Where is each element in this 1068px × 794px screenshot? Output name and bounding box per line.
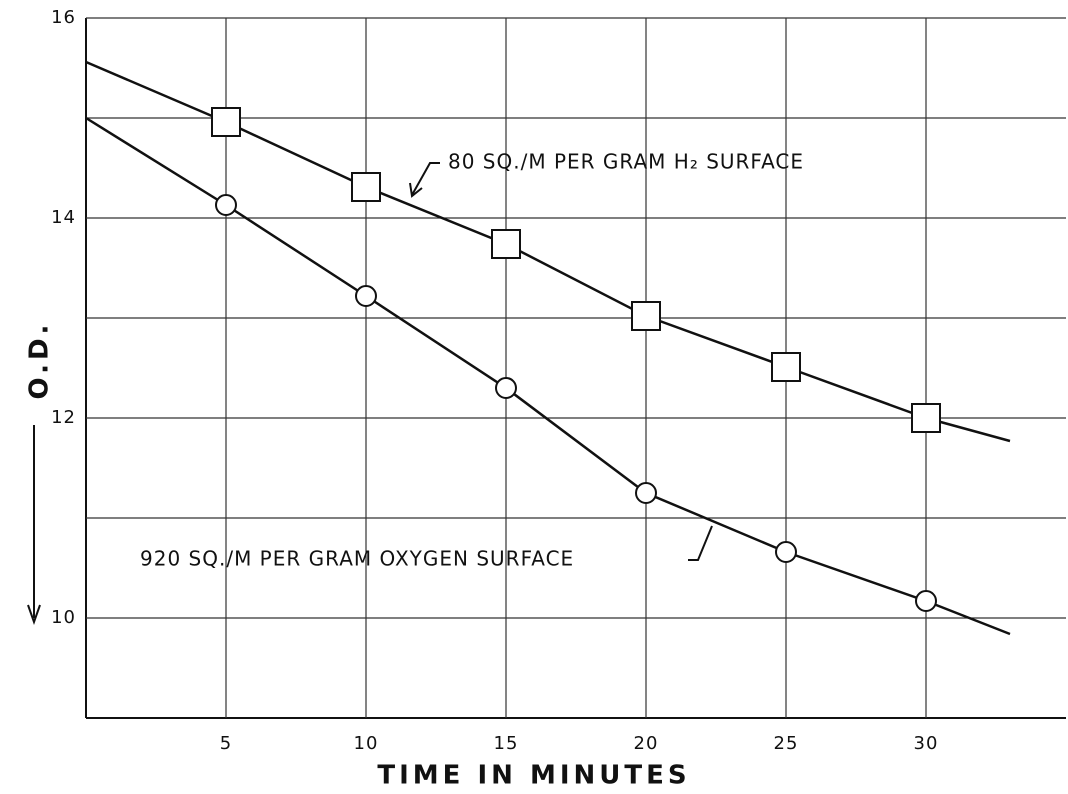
y-tick-label: 10 bbox=[51, 607, 76, 628]
x-tick-label: 25 bbox=[774, 733, 799, 754]
marker bbox=[351, 172, 381, 202]
marker bbox=[215, 194, 237, 216]
marker bbox=[355, 285, 377, 307]
marker bbox=[491, 229, 521, 259]
line-extension bbox=[85, 60, 227, 124]
marker bbox=[495, 377, 517, 399]
marker bbox=[915, 590, 937, 612]
marker bbox=[771, 352, 801, 382]
line-extension bbox=[85, 116, 227, 207]
leader bbox=[411, 162, 440, 196]
series-label: 920 SQ./M PER GRAM OXYGEN SURFACE bbox=[140, 547, 574, 571]
marker bbox=[635, 482, 657, 504]
x-tick-label: 30 bbox=[914, 733, 939, 754]
marker bbox=[211, 107, 241, 137]
y-arrow-head bbox=[27, 604, 41, 626]
y-tick-label: 16 bbox=[51, 7, 76, 28]
series-line bbox=[225, 203, 927, 603]
marker bbox=[631, 301, 661, 331]
y-tick-label: 14 bbox=[51, 207, 76, 228]
series-label: 80 SQ./M PER GRAM H₂ SURFACE bbox=[448, 150, 804, 174]
y-axis-title: O.D. bbox=[25, 321, 55, 400]
leader-head bbox=[409, 182, 423, 198]
x-axis-title: TIME IN MINUTES bbox=[377, 761, 690, 791]
x-tick-label: 20 bbox=[634, 733, 659, 754]
y-tick-label: 12 bbox=[51, 407, 76, 428]
marker bbox=[911, 403, 941, 433]
x-tick-label: 15 bbox=[494, 733, 519, 754]
marker bbox=[775, 541, 797, 563]
leader bbox=[688, 525, 713, 561]
x-tick-label: 10 bbox=[354, 733, 379, 754]
x-tick-label: 5 bbox=[220, 733, 232, 754]
series-line bbox=[225, 120, 927, 420]
line-extension bbox=[925, 599, 1011, 636]
